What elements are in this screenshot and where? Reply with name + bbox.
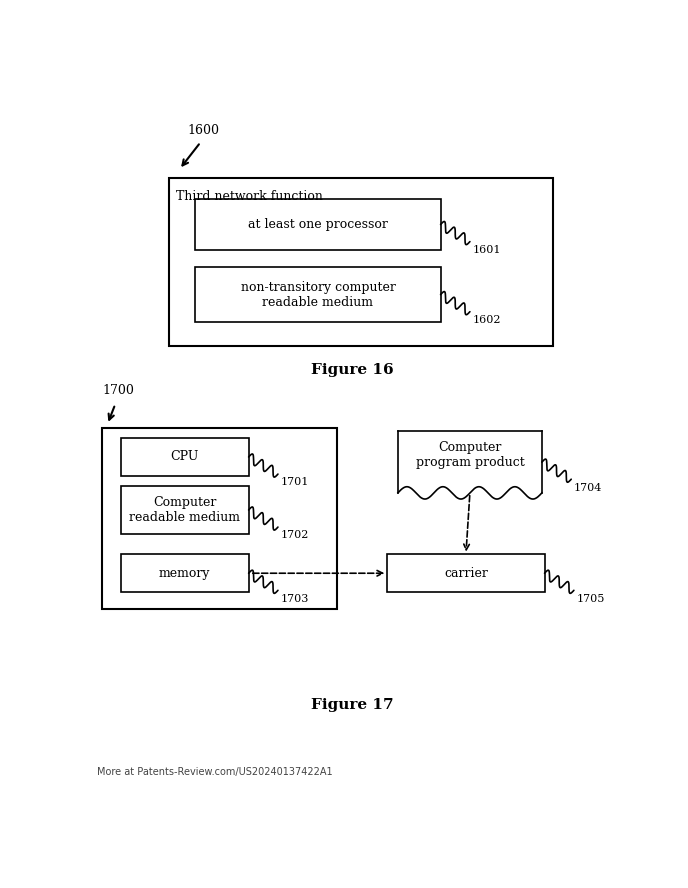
- Text: 1602: 1602: [473, 315, 501, 325]
- Text: 1701: 1701: [281, 478, 309, 488]
- Text: carrier: carrier: [444, 567, 488, 580]
- Text: memory: memory: [159, 567, 211, 580]
- Bar: [102, 428, 336, 609]
- Text: 1700: 1700: [102, 385, 134, 397]
- Text: 1600: 1600: [187, 124, 219, 138]
- Text: Figure 16: Figure 16: [311, 363, 394, 377]
- Text: 1601: 1601: [473, 245, 501, 255]
- Text: Computer
readable medium: Computer readable medium: [129, 496, 240, 524]
- Bar: [120, 486, 248, 534]
- Bar: [120, 438, 248, 476]
- Text: at least one processor: at least one processor: [248, 218, 388, 231]
- Text: non-transitory computer
readable medium: non-transitory computer readable medium: [241, 281, 396, 309]
- Text: CPU: CPU: [171, 450, 199, 464]
- Text: More at Patents-Review.com/US20240137422A1: More at Patents-Review.com/US20240137422…: [96, 766, 332, 777]
- Text: Third network function: Third network function: [175, 190, 323, 203]
- Bar: [387, 554, 544, 592]
- Text: 1702: 1702: [281, 530, 309, 541]
- Bar: [120, 554, 248, 592]
- Bar: [169, 178, 552, 346]
- Text: Computer
program product: Computer program product: [416, 441, 524, 469]
- Text: 1704: 1704: [574, 483, 602, 493]
- Text: Figure 17: Figure 17: [311, 698, 394, 712]
- Text: 1703: 1703: [281, 594, 309, 604]
- Text: 1705: 1705: [577, 594, 605, 604]
- Bar: [195, 199, 440, 250]
- Bar: [195, 267, 440, 322]
